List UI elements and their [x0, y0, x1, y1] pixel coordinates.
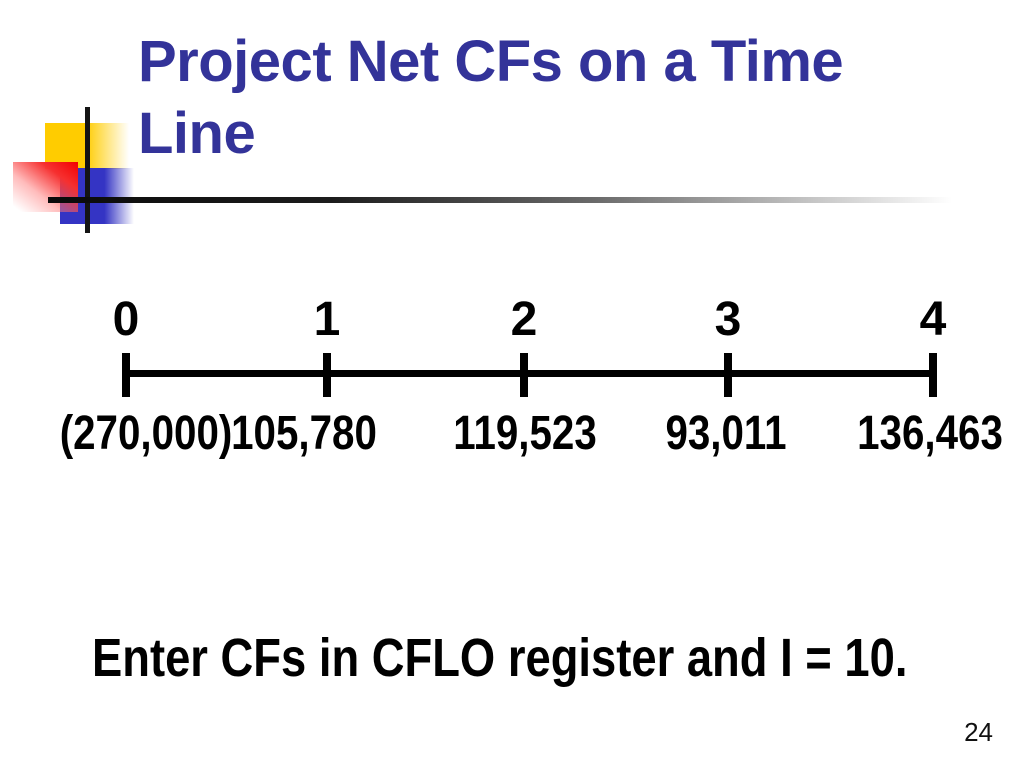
slide-title: Project Net CFs on a Time Line: [138, 29, 844, 166]
cashflow-label-1: 105,780: [231, 407, 377, 460]
timeline-tick-4: [929, 353, 937, 397]
period-label-4: 4: [919, 293, 947, 346]
notes-block: Enter CFs in CFLO register and I = 10. N…: [92, 516, 907, 768]
decor-vertical-line: [85, 107, 90, 233]
cashflow-label-2: 119,523: [453, 407, 597, 460]
timeline-tick-0: [122, 353, 130, 397]
cashflow-label-0: (270,000): [59, 407, 233, 460]
period-label-0: 0: [112, 293, 140, 346]
notes-line-1: Enter CFs in CFLO register and I = 10.: [92, 628, 908, 688]
timeline-tick-1: [323, 353, 331, 397]
timeline-axis: [124, 370, 936, 377]
title-underline-rule: [48, 197, 990, 203]
period-label-1: 1: [313, 293, 341, 346]
page-number: 24: [964, 717, 993, 747]
timeline-tick-2: [520, 353, 528, 397]
cashflow-label-3: 93,011: [665, 407, 787, 460]
timeline-tick-3: [724, 353, 732, 397]
period-label-3: 3: [714, 293, 742, 346]
cashflow-label-4: 136,463: [857, 407, 1003, 460]
period-label-2: 2: [510, 293, 538, 346]
decor-red-square: [13, 162, 78, 212]
